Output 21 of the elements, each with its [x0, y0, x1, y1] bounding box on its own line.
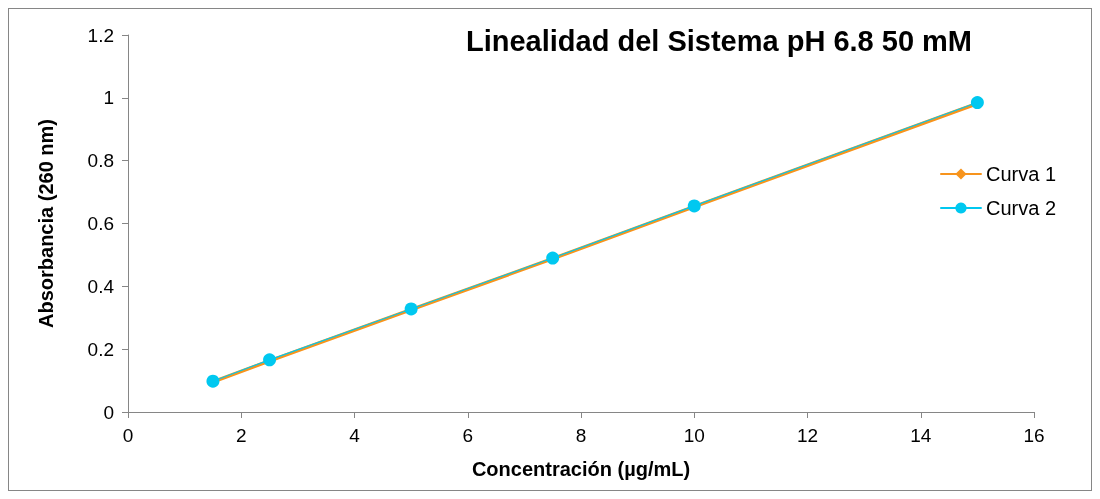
y-tick-label: 1.2	[87, 24, 114, 46]
y-axis-title: Absorbancia (260 nm)	[35, 119, 57, 328]
chart-title: Linealidad del Sistema pH 6.8 50 mM	[465, 24, 973, 57]
x-tick-label: 6	[462, 425, 474, 446]
legend-label: Curva 1	[985, 163, 1056, 185]
y-tick-label: 0.4	[87, 275, 115, 297]
x-tick-label: 0	[122, 425, 134, 446]
x-axis-title: Concentración (µg/mL)	[471, 458, 691, 480]
x-tick-label: 2	[235, 425, 247, 446]
y-tick-label: 0.6	[87, 213, 114, 234]
y-tick-label: 1	[103, 87, 114, 109]
legend-label: Curva 2	[985, 197, 1056, 219]
x-tick-label: 14	[910, 425, 932, 446]
x-tick-label: 16	[1023, 425, 1045, 446]
y-tick-label: 0.8	[87, 150, 114, 172]
x-tick-label: 4	[349, 425, 361, 446]
x-tick-label: 12	[796, 425, 819, 446]
y-tick-label: 0	[103, 401, 114, 423]
x-tick-label: 10	[683, 425, 705, 446]
y-tick-label: 0.2	[87, 338, 114, 360]
x-tick-label: 8	[575, 425, 587, 446]
